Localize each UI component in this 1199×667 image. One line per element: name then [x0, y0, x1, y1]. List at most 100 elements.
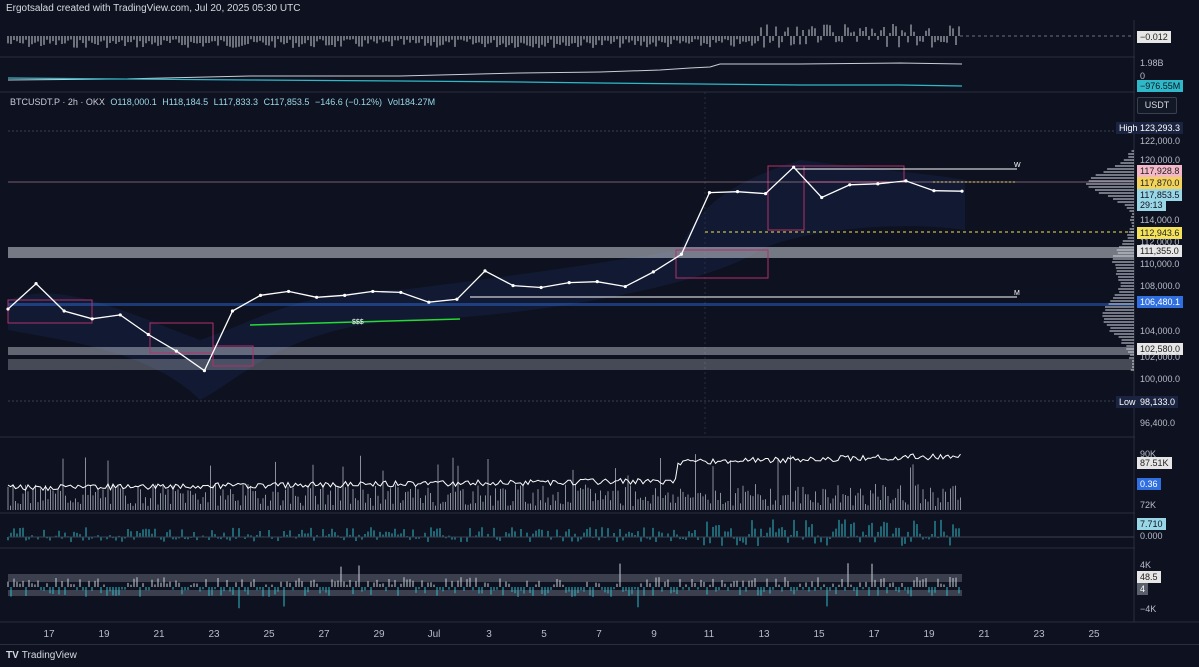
delta-band-lower: [8, 590, 962, 596]
tick-112000: 112,000.0: [1140, 237, 1180, 247]
volume-profile-bin: [1088, 180, 1134, 182]
tradingview-logo[interactable]: TV TradingView: [6, 650, 77, 661]
volume-profile-bin: [1128, 351, 1134, 353]
osc-value-box: 7.710: [1137, 518, 1166, 530]
low-value: 98,133.0: [1137, 396, 1179, 408]
volume-profile-bin: [1131, 150, 1134, 152]
oscillator-histogram: [7, 519, 960, 546]
cumulative-lines: [7, 62, 963, 87]
delta-sub-box: 4: [1137, 583, 1149, 595]
date-tick: 23: [208, 629, 220, 640]
volume-profile-bin: [1124, 204, 1134, 206]
tick-110000: 110,000.0: [1140, 259, 1180, 269]
price-point: [118, 313, 122, 317]
volume-profile-bin: [1132, 225, 1134, 227]
liquidity-tag: $$$: [352, 319, 364, 326]
footer-bar: TV TradingView: [0, 644, 1199, 667]
price-point: [623, 284, 627, 289]
price-point: [455, 297, 459, 301]
price-point: [820, 195, 824, 200]
price-point: [735, 190, 740, 194]
volume-profile-bin: [1095, 174, 1134, 176]
volume-profile-bin: [1103, 321, 1134, 323]
volume-profile-bin: [1086, 183, 1134, 185]
date-tick: Jul: [427, 629, 441, 640]
volume-profile-bin: [1112, 255, 1134, 257]
volume-profile-bin: [1106, 324, 1134, 326]
close-value: C117,853.5: [263, 97, 310, 107]
price-point: [932, 189, 936, 193]
top-osc-value: −0.012: [1137, 31, 1171, 43]
date-tick: 7: [596, 629, 602, 640]
volume-profile: [1086, 150, 1134, 371]
level-box-1: 117,928.8: [1137, 165, 1183, 177]
volume-profile-bin: [1132, 363, 1134, 365]
osc-zero-label: 0.000: [1140, 531, 1163, 541]
volume-profile-bin: [1122, 240, 1134, 242]
chart-caption: Ergotsalad created with TradingView.com,…: [6, 3, 301, 14]
price-point: [679, 252, 684, 256]
volume-profile-bin: [1121, 339, 1134, 341]
price-point: [595, 280, 599, 284]
price-point: [904, 179, 908, 183]
volume-profile-bin: [1112, 258, 1134, 260]
top-oscillator-histogram: [7, 24, 960, 48]
volume-profile-bin: [1118, 276, 1134, 278]
volume-profile-bin: [1119, 246, 1134, 248]
currency-button[interactable]: USDT: [1137, 97, 1177, 114]
countdown-box: 29:13: [1137, 199, 1166, 211]
price-point: [6, 307, 10, 311]
volume-profile-bin: [1088, 186, 1134, 188]
volume-profile-bin: [1117, 252, 1134, 254]
date-tick: 13: [758, 629, 770, 640]
sr-zones: [8, 247, 1134, 370]
price-point: [539, 285, 543, 290]
volume-profile-bin: [1113, 297, 1134, 299]
volume-profile-bin: [1129, 228, 1134, 230]
volume-profile-bin: [1110, 327, 1134, 329]
tick-120000: 120,000.0: [1140, 155, 1181, 165]
volume-profile-bin: [1102, 315, 1134, 317]
level-tag-m: M: [1014, 290, 1020, 297]
tick-114000: 114,000.0: [1140, 215, 1180, 225]
volume-profile-bin: [1116, 249, 1134, 251]
tick-108000: 108,000.0: [1140, 281, 1181, 291]
date-tick: 11: [703, 629, 715, 640]
volume-profile-bin: [1122, 243, 1134, 245]
volume-profile-bin: [1126, 348, 1134, 350]
volume-profile-bin: [1116, 270, 1134, 272]
volume-profile-bin: [1113, 198, 1134, 200]
price-point: [202, 369, 207, 373]
volume-profile-bin: [1107, 168, 1134, 170]
price-point: [511, 283, 515, 288]
level-box-4: 111,355.0: [1137, 245, 1182, 257]
price-point: [792, 165, 796, 169]
date-tick: 17: [868, 629, 880, 640]
price-points: [6, 165, 964, 373]
tick-102000: 102,000.0: [1140, 352, 1181, 362]
high-label: High: [1116, 122, 1141, 134]
date-tick: 21: [153, 629, 165, 640]
volume-profile-bin: [1121, 342, 1134, 344]
volume-profile-bin: [1123, 159, 1134, 161]
volume-profile-bin: [1115, 273, 1134, 275]
symbol-label[interactable]: BTCUSDT.P · 2h · OKX: [10, 97, 105, 107]
tick-96400: 96,400.0: [1140, 418, 1176, 428]
chart-canvas[interactable]: W M $$$: [0, 0, 1199, 644]
levels: [8, 130, 1134, 402]
delta-value-box: 48.5: [1137, 571, 1161, 583]
volume-profile-bin: [1120, 282, 1134, 284]
price-point: [371, 289, 375, 294]
line-value-1: 1.98B: [1140, 58, 1164, 68]
last-price-box: 117,853.5: [1137, 189, 1183, 201]
volume-profile-bin: [1090, 177, 1134, 179]
volume-profile-bin: [1107, 195, 1134, 197]
date-tick: 15: [813, 629, 825, 640]
volume-profile-bin: [1132, 360, 1134, 362]
high-value: 123,293.3: [1137, 122, 1184, 134]
volume-profile-bin: [1130, 219, 1134, 221]
date-tick: 25: [1088, 629, 1100, 640]
volume-profile-bin: [1128, 156, 1134, 158]
date-tick: 17: [43, 629, 55, 640]
level-box-6: 102,580.0: [1137, 343, 1184, 355]
